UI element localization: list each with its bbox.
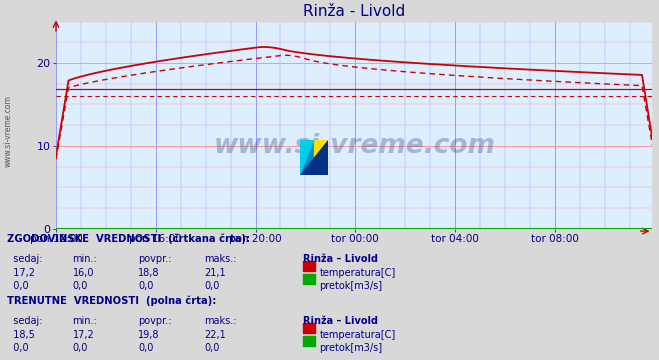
Text: maks.:: maks.:: [204, 254, 237, 264]
Title: Rinža - Livold: Rinža - Livold: [303, 4, 405, 19]
Text: 18,5: 18,5: [7, 330, 34, 340]
Text: 0,0: 0,0: [7, 343, 28, 353]
Bar: [314, 140, 328, 175]
Text: TRENUTNE  VREDNOSTI  (polna črta):: TRENUTNE VREDNOSTI (polna črta):: [7, 296, 216, 306]
Text: Rinža – Livold: Rinža – Livold: [303, 254, 378, 264]
Text: 17,2: 17,2: [7, 268, 34, 278]
Text: 0,0: 0,0: [72, 281, 88, 291]
Text: 0,0: 0,0: [7, 281, 28, 291]
Polygon shape: [300, 140, 328, 175]
Text: 22,1: 22,1: [204, 330, 226, 340]
Text: sedaj:: sedaj:: [7, 316, 42, 326]
Text: Rinža – Livold: Rinža – Livold: [303, 316, 378, 326]
Text: min.:: min.:: [72, 316, 98, 326]
Text: 16,0: 16,0: [72, 268, 94, 278]
Text: min.:: min.:: [72, 254, 98, 264]
Text: 0,0: 0,0: [204, 281, 219, 291]
Text: 0,0: 0,0: [138, 343, 154, 353]
Text: temperatura[C]: temperatura[C]: [320, 268, 396, 278]
Text: 21,1: 21,1: [204, 268, 226, 278]
Text: 0,0: 0,0: [72, 343, 88, 353]
Text: temperatura[C]: temperatura[C]: [320, 330, 396, 340]
Text: www.si-vreme.com: www.si-vreme.com: [214, 133, 495, 159]
Text: maks.:: maks.:: [204, 316, 237, 326]
Text: 0,0: 0,0: [204, 343, 219, 353]
Text: povpr.:: povpr.:: [138, 316, 172, 326]
Text: pretok[m3/s]: pretok[m3/s]: [320, 281, 383, 291]
Text: 0,0: 0,0: [138, 281, 154, 291]
Text: sedaj:: sedaj:: [7, 254, 42, 264]
Text: povpr.:: povpr.:: [138, 254, 172, 264]
Text: pretok[m3/s]: pretok[m3/s]: [320, 343, 383, 353]
Text: 18,8: 18,8: [138, 268, 160, 278]
Bar: [300, 140, 314, 175]
Text: 19,8: 19,8: [138, 330, 160, 340]
Text: 17,2: 17,2: [72, 330, 94, 340]
Polygon shape: [300, 140, 314, 175]
Text: www.si-vreme.com: www.si-vreme.com: [3, 95, 13, 167]
Text: ZGODOVINSKE  VREDNOSTI  (črtkana črta):: ZGODOVINSKE VREDNOSTI (črtkana črta):: [7, 234, 250, 244]
